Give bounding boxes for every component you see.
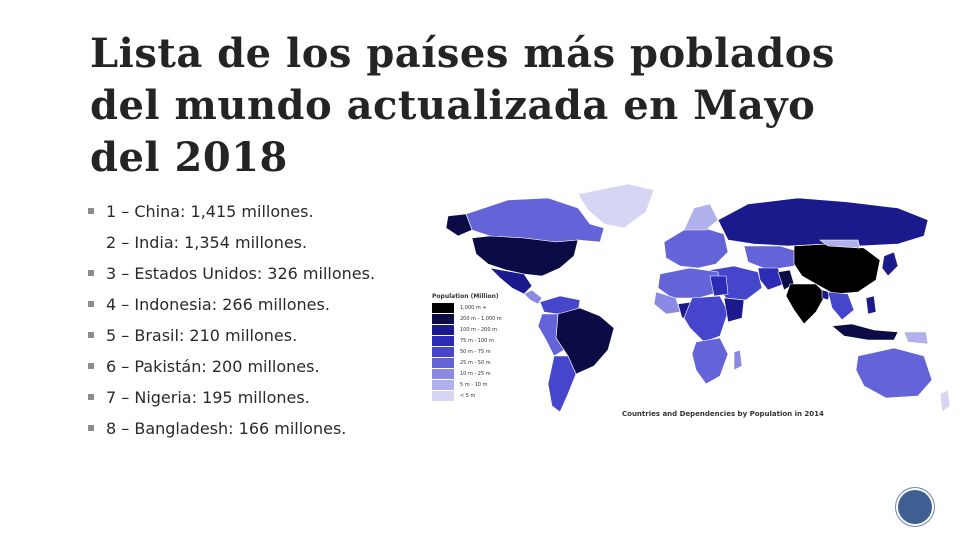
list-item-text: 7 – Nigeria: 195 millones. [106,388,310,407]
square-bullet-icon [88,425,94,431]
square-bullet-icon [88,363,94,369]
legend-row: 5 m - 10 m [432,379,517,390]
australia-shape [855,347,933,399]
southern-africa-shape [691,337,729,385]
peru-bolivia-shape [537,313,565,357]
egypt-shape [709,275,729,297]
list-item: 4 – Indonesia: 266 millones. [88,289,428,320]
indonesia-shape [831,323,899,341]
list-item-text: 5 – Brasil: 210 millones. [106,326,298,345]
list-item-text: 1 – China: 1,415 millones. [106,202,314,221]
legend-label: 100 m - 200 m [460,326,497,333]
legend-swatch [432,313,454,324]
mongolia-shape [819,239,861,249]
legend-swatch [432,346,454,357]
list-item-text: 2 – India: 1,354 millones. [106,233,308,252]
list-item-text: 3 – Estados Unidos: 326 millones. [106,264,376,283]
india-shape [785,283,827,325]
list-item: 6 – Pakistán: 200 millones. [88,351,428,382]
legend-swatch [432,357,454,368]
legend-row: 1,000 m + [432,302,517,313]
philippines-shape [865,295,877,315]
alaska-shape [445,213,473,237]
greenland-shape [577,183,655,229]
map-caption: Countries and Dependencies by Population… [622,410,824,418]
legend-swatch [432,390,454,401]
canada-shape [465,197,605,243]
southeast-asia-shape [827,291,855,321]
central-africa-shape [683,295,729,343]
legend-label: 1,000 m + [460,304,487,311]
list-item: 7 – Nigeria: 195 millones. [88,382,428,413]
legend-label: 75 m - 100 m [460,337,494,344]
usa-shape [471,235,579,277]
list-item: 3 – Estados Unidos: 326 millones. [88,258,428,289]
legend-label: 25 m - 50 m [460,359,491,366]
legend-swatch [432,335,454,346]
list-item: 8 – Bangladesh: 166 millones. [88,413,428,444]
legend-row: 10 m - 25 m [432,368,517,379]
central-america-shape [523,289,543,305]
legend-row: 25 m - 50 m [432,357,517,368]
europe-shape [663,227,729,269]
slide-title: Lista de los países más poblados del mun… [90,30,835,181]
papua-shape [903,331,929,345]
legend-row: 50 m - 75 m [432,346,517,357]
legend-label: 5 m - 10 m [460,381,488,388]
legend-row: 100 m - 200 m [432,324,517,335]
map-legend: Population (Million) 1,000 m + 200 m - 1… [432,292,517,401]
list-item-text: 8 – Bangladesh: 166 millones. [106,419,347,438]
list-item: 5 – Brasil: 210 millones. [88,320,428,351]
central-asia-shape [743,245,801,271]
legend-label: 200 m - 1,000 m [460,315,502,322]
west-africa-shape [653,291,681,315]
list-item: 1 – China: 1,415 millones. [88,196,428,227]
legend-label: 50 m - 75 m [460,348,491,355]
square-bullet-icon [88,301,94,307]
legend-label: < 5 m [460,392,476,399]
legend-swatch [432,302,454,313]
square-bullet-icon [88,270,94,276]
legend-title: Population (Million) [432,293,499,300]
population-list: 1 – China: 1,415 millones. 2 – India: 1,… [88,196,428,444]
square-bullet-icon [88,332,94,338]
madagascar-shape [733,349,743,371]
legend-row: 200 m - 1,000 m [432,313,517,324]
new-zealand-shape [939,389,951,413]
world-population-map [428,180,960,430]
list-item-text: 6 – Pakistán: 200 millones. [106,357,320,376]
east-africa-shape [723,297,745,323]
list-item-text: 4 – Indonesia: 266 millones. [106,295,330,314]
legend-label: 10 m - 25 m [460,370,491,377]
legend-swatch [432,324,454,335]
legend-swatch [432,368,454,379]
argentina-chile-shape [547,355,577,413]
square-bullet-icon [88,208,94,214]
legend-swatch [432,379,454,390]
slide-nav-button[interactable] [898,490,932,524]
iran-shape [757,267,785,291]
russia-shape [717,197,929,247]
north-africa-shape [657,267,721,299]
japan-shape [881,251,899,277]
square-bullet-icon [88,394,94,400]
list-item: 2 – India: 1,354 millones. [88,227,428,258]
legend-row: < 5 m [432,390,517,401]
scandinavia-shape [683,203,719,231]
legend-row: 75 m - 100 m [432,335,517,346]
